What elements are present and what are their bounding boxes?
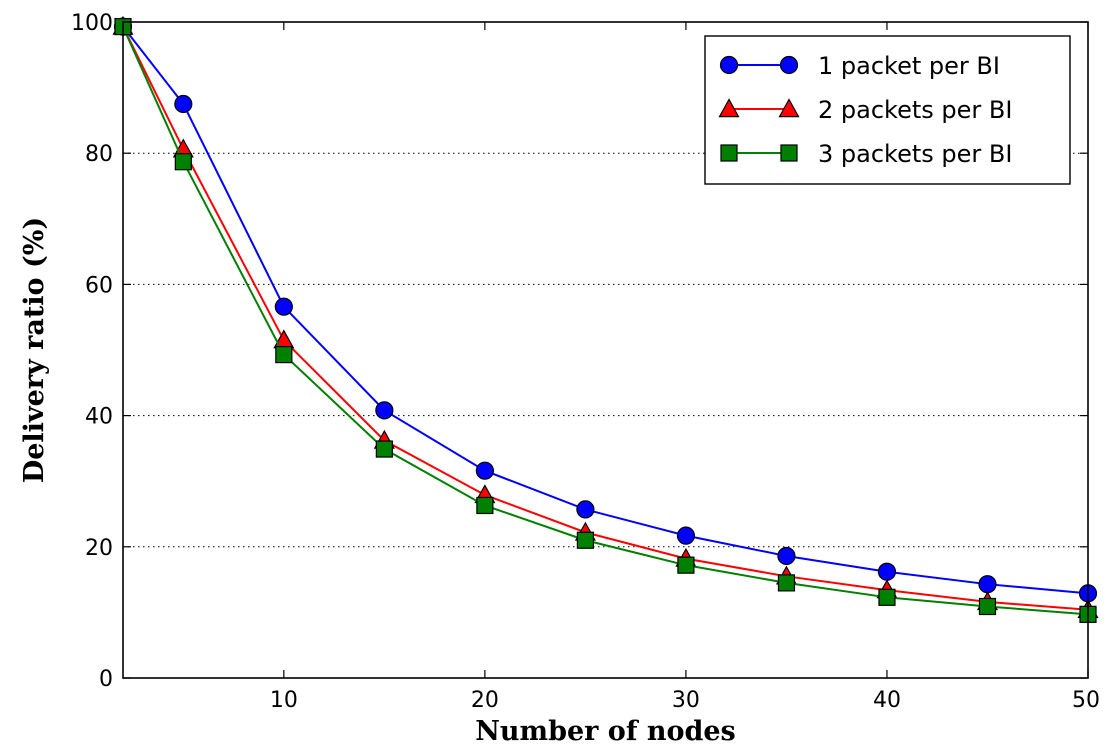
legend-marker [719,55,739,75]
data-point [978,575,997,594]
y-tick-label: 60 [85,273,113,298]
data-point [375,440,393,458]
legend-marker [718,98,740,118]
legend-marker [779,55,799,75]
y-tick-label: 80 [85,142,113,167]
data-point [877,562,897,581]
x-tick-label: 50 [1072,688,1100,713]
y-tick-label: 100 [71,11,113,36]
legend-marker [780,144,798,162]
legend-marker [720,144,738,162]
x-tick-label: 20 [471,688,499,713]
legend-label: 2 packets per BI [818,96,1012,124]
data-point [375,401,394,420]
axis-ticks: 0 20 40 60 80 100 10 20 30 40 50 [71,11,1100,713]
plot-frame [122,21,1089,679]
x-tick-label: 40 [873,688,901,713]
data-point [275,345,293,364]
data-point [576,531,594,549]
x-tick-label: 30 [672,688,700,713]
legend: 1 packet per BI 2 packets per BI 3 packets… [704,35,1071,185]
legend-entry: 3 packets per BI [720,140,1012,168]
x-tick-label: 10 [270,688,298,713]
data-point [878,588,896,606]
gridlines [123,152,1088,548]
series-layer [112,15,1099,623]
legend-entry: 1 packet per BI [719,52,1000,80]
y-axis-label: Delivery ratio (%) [19,217,50,483]
data-point [978,597,997,616]
y-tick-label: 20 [85,536,113,561]
data-point [174,153,192,171]
data-point [476,496,494,515]
legend-label: 1 packet per BI [818,52,1000,80]
data-point [777,546,796,566]
data-point [475,461,494,480]
y-tick-label: 40 [85,405,113,430]
x-axis-label: Number of nodes [475,716,735,745]
data-point [274,297,293,316]
legend-marker [778,98,800,118]
series-1 [113,17,1098,603]
data-point [174,94,193,114]
data-point [576,500,595,519]
data-point [676,526,696,545]
data-point [777,574,796,592]
legend-label: 3 packets per BI [818,140,1012,168]
data-point [677,556,695,574]
y-tick-label: 0 [99,667,113,692]
legend-entry: 2 packets per BI [718,96,1012,124]
